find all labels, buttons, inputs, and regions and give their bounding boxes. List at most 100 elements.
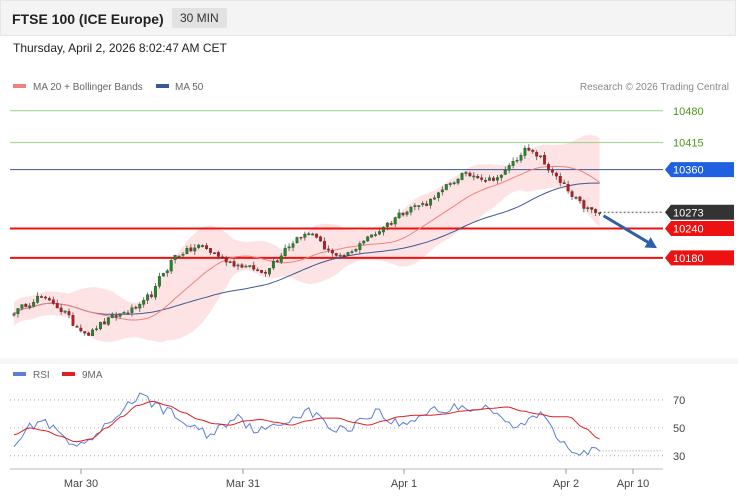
candle [480,174,484,182]
candle [122,310,126,314]
candle [79,324,83,333]
rsi-tick-label-70: 70 [673,395,685,407]
candle-body [472,175,476,178]
candle [248,265,252,268]
candle [95,325,98,332]
candle [271,257,275,271]
candle-body [480,177,484,180]
candle-body [185,248,189,254]
candle [378,228,381,236]
candle-body [527,147,531,151]
candle [114,311,118,321]
candle [429,198,433,209]
candle [267,267,271,277]
candle [527,144,531,152]
candle-body [598,212,602,215]
candle-body [150,294,153,297]
candle-body [543,154,546,165]
candle [511,157,515,169]
candle-body [248,265,252,267]
timeframe-badge[interactable]: 30 MIN [172,8,227,28]
candle [36,292,40,304]
candle [495,174,499,184]
candle-body [547,164,550,171]
candle [558,172,562,187]
rsi-tick-label-50: 50 [673,423,685,435]
candle [287,243,291,252]
candle-body [134,306,138,309]
candle-body [106,317,110,325]
time-tick-label: Mar 30 [64,478,98,490]
candle [307,231,311,236]
candle-body [405,211,409,215]
candle [150,291,153,299]
candle [531,148,535,154]
candle [515,156,519,164]
candle [106,317,110,327]
candle-body [59,307,63,312]
candle-body [197,244,201,248]
candle [240,262,244,269]
candle [393,216,397,227]
level-label-10180: 10180 [665,250,734,266]
candle [28,302,32,310]
rsi-legend: RSI 9MA [13,370,103,381]
candle-body [224,258,228,263]
candle-body [492,177,495,181]
forecast-arrow-head [644,237,657,249]
candle-body [440,189,444,193]
candle-body [586,207,590,209]
candle-body [95,328,98,331]
candle [283,244,287,258]
candle-body [523,147,527,156]
candle-body [24,303,28,307]
candle-body [283,247,287,257]
candle-body [271,261,275,269]
candle-body [417,205,421,207]
candle-body [142,300,146,305]
level-tag-text: 10240 [673,223,704,235]
candle [503,166,507,175]
candle-body [319,236,322,242]
candle [370,234,374,238]
candle [315,233,319,239]
candle-body [433,197,436,200]
candle [154,283,157,300]
candle-body [315,233,319,238]
candle-body [464,172,468,174]
candle [110,312,114,319]
candle-body [154,286,157,298]
candle-body [550,169,554,173]
rsi-tick-label-30: 30 [673,451,685,463]
candle [358,241,362,254]
candle-body [287,246,291,249]
candle-body [228,261,232,263]
candle [409,205,413,216]
candle [401,212,405,217]
candle [201,244,205,248]
candle [232,259,236,268]
candle [562,179,566,184]
candle-body [36,295,40,303]
candle-body [448,183,452,185]
candle-body [539,155,543,158]
candle [311,232,315,236]
candle [291,240,295,252]
candle-body [535,152,539,157]
candle-body [346,252,350,256]
candle [275,259,279,263]
candle-body [554,172,558,177]
candle [405,210,409,217]
candle [299,236,303,241]
candle-body [366,236,370,242]
candle [362,240,366,246]
price-legend: MA 20 + Bollinger Bands MA 50 Research ©… [13,82,729,93]
candle-body [354,249,358,252]
candle-body [562,182,566,184]
candle-body [240,264,244,268]
level-tag-bg [665,204,734,220]
candle [342,253,346,259]
candle [554,171,558,180]
candle [16,308,20,318]
candle-body [362,240,366,244]
